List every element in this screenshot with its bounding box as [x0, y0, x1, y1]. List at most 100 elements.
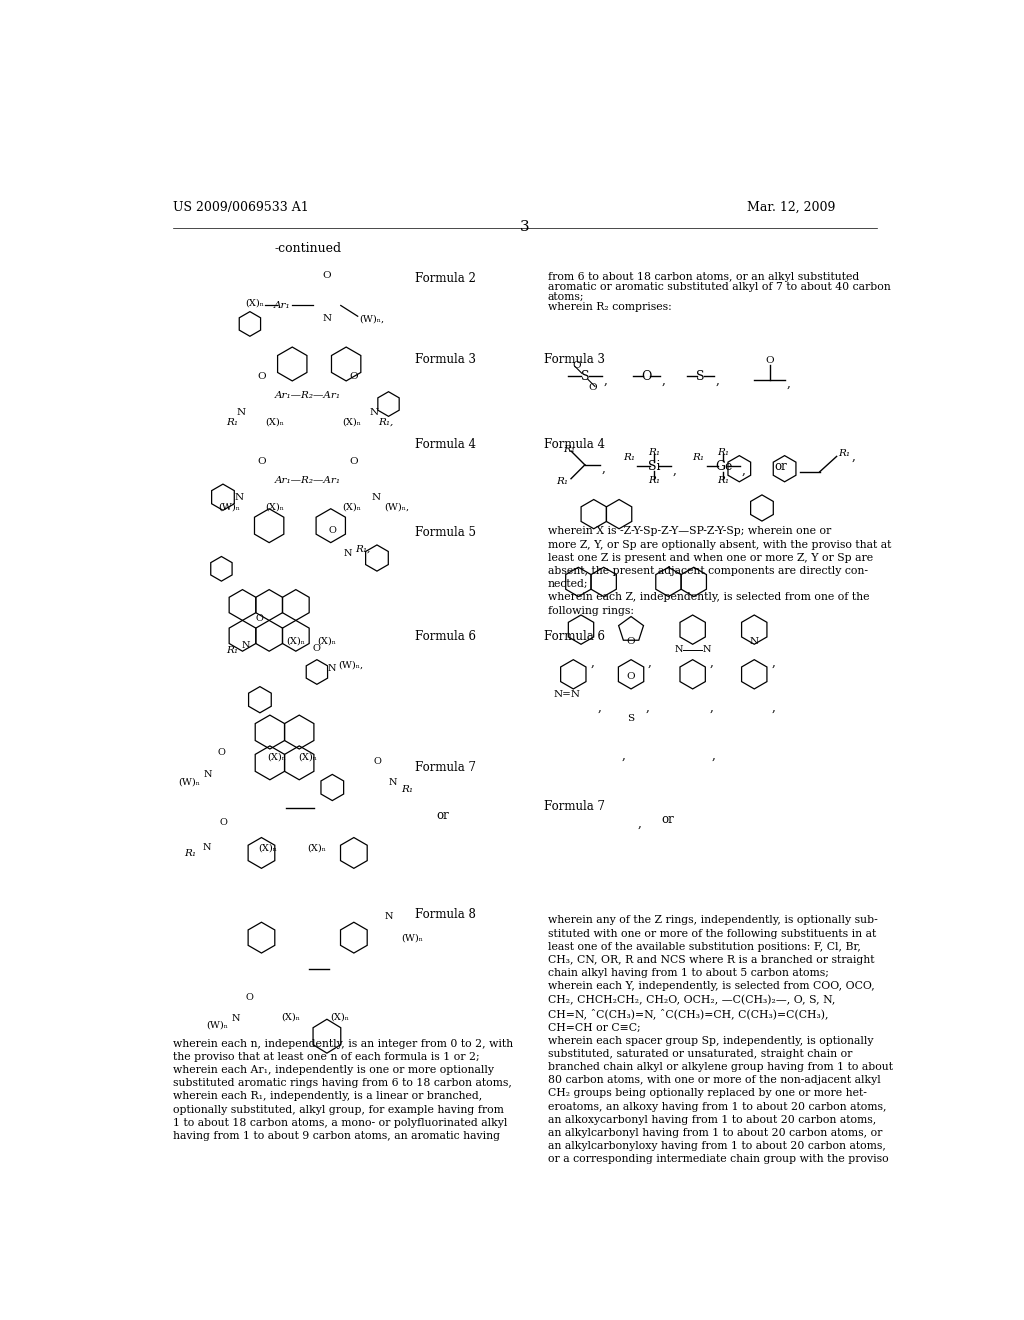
- Text: R₁: R₁: [401, 784, 414, 793]
- Text: Formula 4: Formula 4: [416, 438, 476, 451]
- Text: ,: ,: [648, 656, 652, 669]
- Text: O: O: [256, 614, 264, 623]
- Text: Formula 5: Formula 5: [416, 527, 476, 540]
- Text: Mar. 12, 2009: Mar. 12, 2009: [746, 201, 835, 214]
- Text: (W)ₙ,: (W)ₙ,: [339, 660, 364, 669]
- Text: US 2009/0069533 A1: US 2009/0069533 A1: [173, 201, 308, 214]
- Text: O: O: [257, 457, 266, 466]
- Text: R₁: R₁: [648, 447, 660, 457]
- Text: (X)ₙ: (X)ₙ: [282, 1012, 300, 1022]
- Text: N: N: [231, 1014, 240, 1023]
- Text: ,: ,: [771, 656, 775, 669]
- Text: Ar₁: Ar₁: [273, 301, 290, 310]
- Text: R₁: R₁: [226, 645, 239, 655]
- Text: Ge: Ge: [715, 459, 732, 473]
- Text: Formula 6: Formula 6: [544, 631, 605, 643]
- Text: N: N: [203, 843, 211, 851]
- Text: wherein R₂ comprises:: wherein R₂ comprises:: [548, 302, 672, 313]
- Text: ,: ,: [742, 463, 745, 477]
- Text: O: O: [219, 818, 227, 828]
- Text: ,: ,: [673, 463, 677, 477]
- Text: R₁: R₁: [563, 445, 575, 454]
- Text: R₁: R₁: [226, 418, 239, 426]
- Text: (X)ₙ: (X)ₙ: [245, 298, 264, 308]
- Text: (W)ₙ,: (W)ₙ,: [359, 314, 384, 323]
- Text: Formula 3: Formula 3: [544, 354, 605, 366]
- Text: R₁: R₁: [648, 475, 660, 484]
- Text: (X)ₙ: (X)ₙ: [298, 752, 317, 762]
- Text: O: O: [641, 370, 651, 383]
- Text: -continued: -continued: [274, 242, 341, 255]
- Text: O: O: [257, 372, 266, 380]
- Text: (X)ₙ: (X)ₙ: [331, 1012, 349, 1022]
- Text: or: or: [775, 459, 787, 473]
- Text: O: O: [349, 372, 358, 380]
- Text: wherein X is -Z-Y-Sp-Z-Y—SP-Z-Y-Sp; wherein one or
more Z, Y, or Sp are optional: wherein X is -Z-Y-Sp-Z-Y—SP-Z-Y-Sp; wher…: [548, 527, 891, 615]
- Text: N: N: [750, 636, 759, 645]
- Text: R₁: R₁: [839, 449, 850, 458]
- Text: wherein each n, independently, is an integer from 0 to 2, with
the proviso that : wherein each n, independently, is an int…: [173, 1039, 513, 1140]
- Text: ,: ,: [771, 701, 775, 714]
- Text: O: O: [329, 525, 336, 535]
- Text: N: N: [370, 408, 379, 417]
- Text: Formula 3: Formula 3: [416, 354, 476, 366]
- Text: N: N: [323, 314, 332, 323]
- Text: (X)ₙ: (X)ₙ: [307, 843, 327, 851]
- Text: Ar₁—R₂—Ar₁: Ar₁—R₂—Ar₁: [274, 475, 341, 484]
- Text: (W)ₙ: (W)ₙ: [207, 1020, 228, 1030]
- Text: Si: Si: [648, 459, 660, 473]
- Text: Formula 4: Formula 4: [544, 438, 605, 451]
- Text: ,: ,: [710, 701, 714, 714]
- Text: N: N: [372, 492, 381, 502]
- Text: ,: ,: [646, 701, 649, 714]
- Text: aromatic or aromatic substituted alkyl of 7 to about 40 carbon: aromatic or aromatic substituted alkyl o…: [548, 282, 891, 292]
- Text: O: O: [349, 457, 358, 466]
- Text: ,: ,: [786, 376, 791, 389]
- Text: O: O: [373, 756, 381, 766]
- Text: ,: ,: [710, 656, 714, 669]
- Text: N: N: [344, 549, 352, 558]
- Text: ,: ,: [662, 374, 666, 387]
- Text: R₁: R₁: [623, 453, 635, 462]
- Text: ,: ,: [602, 462, 605, 475]
- Text: (X)ₙ: (X)ₙ: [265, 503, 285, 512]
- Text: 3: 3: [520, 220, 529, 234]
- Text: (X)ₙ: (X)ₙ: [342, 503, 361, 512]
- Text: R₁: R₁: [184, 849, 196, 858]
- Text: S: S: [696, 370, 705, 383]
- Text: (X)ₙ: (X)ₙ: [342, 418, 361, 426]
- Text: O: O: [588, 383, 597, 392]
- Text: N: N: [675, 645, 683, 655]
- Text: atoms;: atoms;: [548, 293, 585, 302]
- Text: (X)ₙ: (X)ₙ: [287, 636, 305, 645]
- Text: N: N: [234, 492, 244, 502]
- Text: Ar₁—R₂—Ar₁: Ar₁—R₂—Ar₁: [274, 391, 341, 400]
- Text: O: O: [323, 271, 331, 280]
- Text: (W)ₙ,: (W)ₙ,: [385, 503, 410, 512]
- Text: (X)ₙ: (X)ₙ: [265, 418, 285, 426]
- Text: or: or: [436, 809, 449, 822]
- Text: (X)ₙ: (X)ₙ: [258, 843, 278, 851]
- Text: N: N: [328, 664, 336, 673]
- Text: (W)ₙ: (W)ₙ: [218, 503, 240, 512]
- Text: O: O: [217, 748, 225, 758]
- Text: ,: ,: [638, 816, 642, 829]
- Text: N: N: [388, 779, 397, 787]
- Text: Formula 7: Formula 7: [544, 800, 605, 813]
- Text: N: N: [384, 912, 393, 920]
- Text: R₁,: R₁,: [379, 418, 394, 426]
- Text: R₁,: R₁,: [355, 545, 371, 554]
- Text: R₁: R₁: [718, 447, 729, 457]
- Text: or: or: [662, 813, 675, 825]
- Text: N: N: [204, 770, 212, 779]
- Text: ,: ,: [852, 450, 856, 463]
- Text: S: S: [628, 714, 635, 722]
- Text: O: O: [572, 362, 582, 370]
- Text: R₁: R₁: [718, 475, 729, 484]
- Text: Formula 2: Formula 2: [416, 272, 476, 285]
- Text: R₁: R₁: [556, 478, 568, 486]
- Text: ,: ,: [622, 748, 626, 762]
- Text: O: O: [313, 644, 321, 652]
- Text: (W)ₙ: (W)ₙ: [400, 935, 423, 942]
- Text: S: S: [581, 370, 589, 383]
